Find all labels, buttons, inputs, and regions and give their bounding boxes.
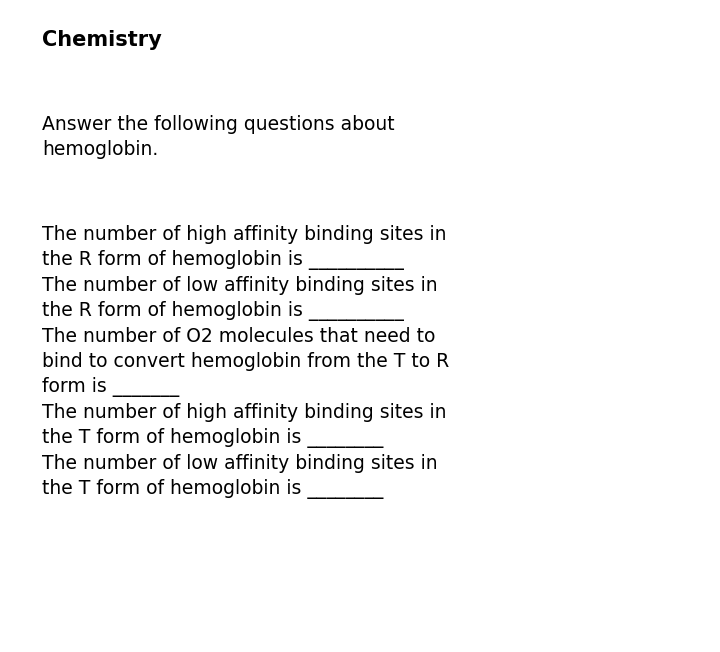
Text: Chemistry: Chemistry — [42, 30, 162, 50]
Text: Answer the following questions about
hemoglobin.: Answer the following questions about hem… — [42, 115, 395, 159]
Text: The number of high affinity binding sites in
the R form of hemoglobin is _______: The number of high affinity binding site… — [42, 225, 449, 499]
